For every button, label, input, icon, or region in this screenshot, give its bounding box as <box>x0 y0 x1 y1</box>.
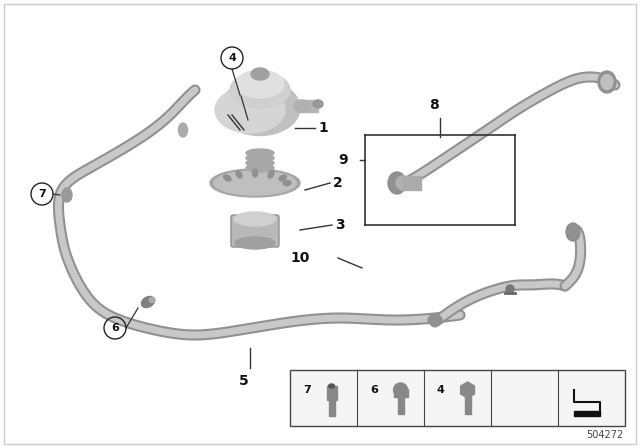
Bar <box>326 386 337 400</box>
Ellipse shape <box>283 181 291 185</box>
Ellipse shape <box>394 383 408 397</box>
Ellipse shape <box>251 68 269 80</box>
Ellipse shape <box>141 297 154 308</box>
Text: 4: 4 <box>228 53 236 63</box>
Ellipse shape <box>62 188 72 202</box>
Text: 6: 6 <box>111 323 119 333</box>
Text: 5: 5 <box>239 374 249 388</box>
Ellipse shape <box>506 285 514 293</box>
Text: 2: 2 <box>333 176 343 190</box>
Bar <box>397 396 404 414</box>
Ellipse shape <box>149 297 155 302</box>
Text: 3: 3 <box>335 218 344 232</box>
Text: 10: 10 <box>291 251 310 265</box>
Ellipse shape <box>214 171 296 195</box>
Bar <box>290 370 625 426</box>
Ellipse shape <box>246 164 274 172</box>
Ellipse shape <box>179 123 188 137</box>
Ellipse shape <box>328 384 335 388</box>
Ellipse shape <box>253 169 257 177</box>
Bar <box>403 176 421 190</box>
Ellipse shape <box>223 175 231 181</box>
Bar <box>298 100 318 112</box>
Text: 8: 8 <box>429 98 439 112</box>
Ellipse shape <box>215 87 285 133</box>
Ellipse shape <box>234 212 276 226</box>
Ellipse shape <box>279 175 286 181</box>
Bar <box>328 398 335 416</box>
Ellipse shape <box>246 159 274 167</box>
Text: 9: 9 <box>339 153 348 167</box>
Ellipse shape <box>210 169 300 197</box>
FancyBboxPatch shape <box>231 215 279 247</box>
Bar <box>394 389 408 397</box>
Ellipse shape <box>236 171 242 178</box>
Ellipse shape <box>294 100 310 112</box>
Text: 4: 4 <box>437 385 445 395</box>
Bar <box>573 411 600 416</box>
Ellipse shape <box>396 176 410 190</box>
Ellipse shape <box>598 71 616 93</box>
Text: 7: 7 <box>38 189 46 199</box>
Text: 7: 7 <box>303 385 310 395</box>
Ellipse shape <box>601 74 613 90</box>
Text: 6: 6 <box>370 385 378 395</box>
Ellipse shape <box>220 81 300 135</box>
Ellipse shape <box>313 100 323 108</box>
Text: 1: 1 <box>318 121 328 135</box>
Ellipse shape <box>246 149 274 157</box>
Ellipse shape <box>428 314 442 326</box>
Ellipse shape <box>388 172 406 194</box>
Ellipse shape <box>235 237 275 249</box>
Ellipse shape <box>236 70 284 98</box>
Ellipse shape <box>268 171 274 178</box>
Text: 504272: 504272 <box>586 430 623 440</box>
Ellipse shape <box>566 223 580 241</box>
Ellipse shape <box>246 154 274 162</box>
Ellipse shape <box>230 72 290 108</box>
Bar <box>465 396 470 414</box>
